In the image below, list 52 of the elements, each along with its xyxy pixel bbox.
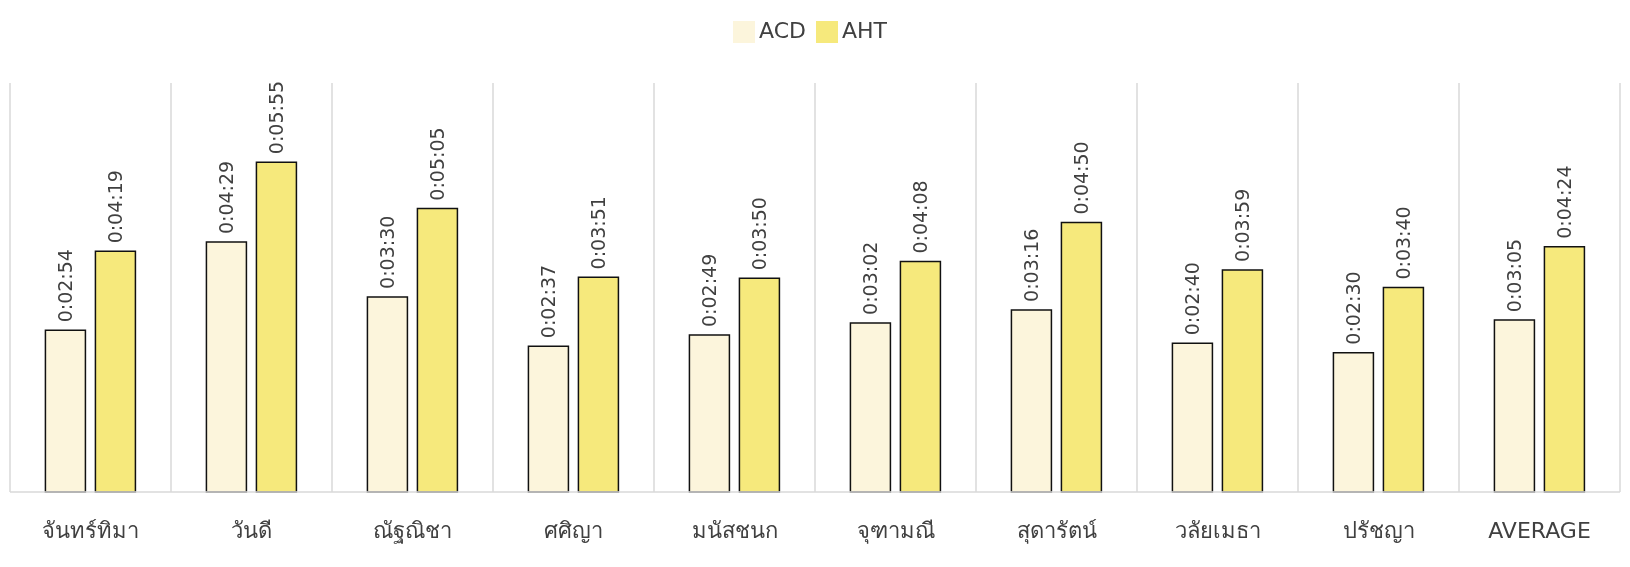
x-tick-label: ศศิญา [544, 517, 603, 543]
data-label: 0:04:29 [215, 160, 238, 235]
data-label: 0:03:16 [1020, 228, 1043, 302]
data-label: 0:02:37 [537, 264, 560, 339]
data-label: 0:04:19 [104, 170, 127, 244]
x-tick-label: ปรัชญา [1342, 517, 1415, 543]
data-label: 0:03:05 [1503, 238, 1526, 313]
bar [738, 277, 781, 493]
bar [1382, 286, 1425, 493]
x-tick-label: มนัสชนก [691, 517, 778, 543]
x-tick-label: จุฑามณี [856, 517, 935, 544]
bar [366, 296, 409, 493]
bar [205, 241, 248, 493]
data-label: 0:03:02 [859, 241, 882, 315]
data-label: 0:04:50 [1070, 141, 1093, 215]
bar [1221, 269, 1264, 493]
bar [849, 322, 892, 493]
x-tick-label: วลัยเมธา [1174, 517, 1261, 543]
bar [527, 345, 570, 493]
data-label: 0:05:05 [426, 127, 449, 201]
bar [44, 329, 87, 493]
x-tick-label: วันดี [231, 517, 272, 543]
data-label: 0:03:59 [1231, 188, 1254, 262]
data-label: 0:04:24 [1553, 165, 1576, 239]
data-label: 0:04:08 [909, 180, 932, 254]
x-tick-label: ณัฐณิชา [373, 517, 452, 544]
data-label: 0:02:40 [1181, 262, 1204, 336]
bar [1060, 221, 1103, 493]
bar [1332, 351, 1375, 493]
x-tick-label: AVERAGE [1488, 517, 1591, 543]
bar [899, 260, 942, 493]
data-label: 0:02:30 [1342, 271, 1365, 345]
legend-label: ACD [759, 18, 806, 43]
data-label: 0:05:55 [265, 80, 288, 155]
x-tick-label: จันทร์ทิมา [42, 517, 139, 543]
data-label: 0:02:54 [54, 249, 77, 323]
bar [1493, 319, 1536, 493]
data-label: 0:03:50 [748, 197, 771, 271]
bar [1010, 309, 1053, 493]
bar [255, 161, 298, 493]
data-label: 0:03:30 [376, 215, 399, 289]
bar [94, 250, 137, 493]
x-tick-label: สุดารัตน์ [1016, 517, 1097, 544]
bar [688, 334, 731, 493]
legend-label: AHT [841, 18, 887, 43]
bar [1543, 245, 1586, 493]
bar [577, 276, 620, 493]
data-label: 0:03:40 [1392, 206, 1415, 280]
data-label: 0:02:49 [698, 253, 721, 327]
data-label: 0:03:51 [587, 196, 610, 270]
bar [416, 207, 459, 493]
bar [1171, 342, 1214, 493]
